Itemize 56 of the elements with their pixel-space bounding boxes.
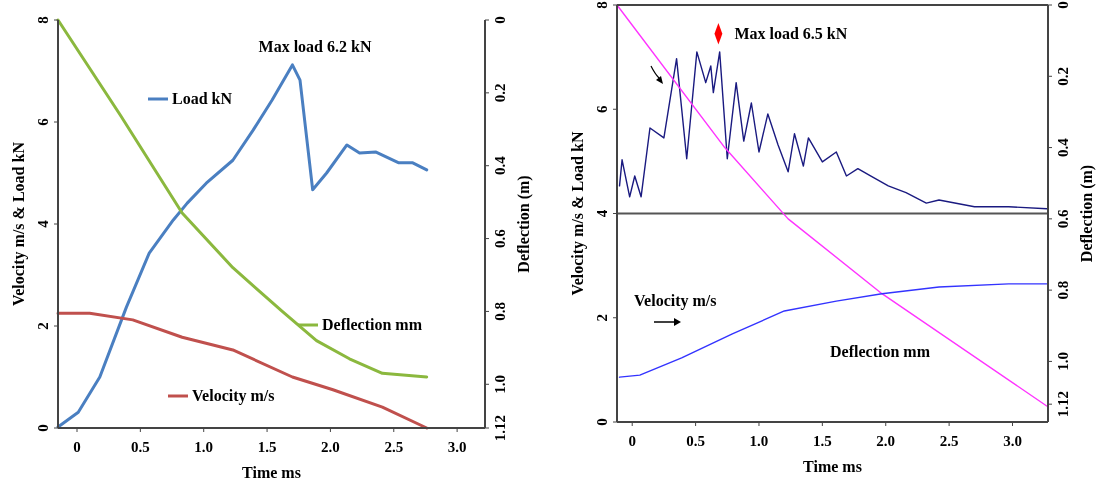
y2-tick-label: 0.4	[1055, 137, 1071, 157]
y2-tick-label: 0.8	[492, 302, 508, 321]
x-tick-label: 2.0	[876, 433, 896, 449]
line-series	[56, 63, 429, 429]
y2-tick-label: 0	[1055, 1, 1071, 9]
line-series	[56, 18, 429, 379]
x-tick-label: 3.0	[447, 439, 467, 455]
y2-tick-label: 1.0	[492, 374, 508, 394]
line-series	[618, 283, 1048, 378]
annotation: Max load 6.2 kN	[258, 38, 372, 55]
y2-tick-label: 0.6	[1055, 208, 1071, 229]
x-axis-title: Time ms	[242, 464, 301, 481]
y2-tick-label: 0.2	[1055, 66, 1071, 86]
x-tick-label: 1.0	[749, 433, 769, 449]
y2-tick-label: 1.12	[1055, 391, 1071, 418]
y-axis-title: Velocity m/s & Load kN	[10, 141, 28, 306]
y-tick-label: 0	[594, 418, 610, 426]
x-tick-label: 1.5	[257, 439, 277, 455]
x-tick-label: 1.0	[194, 439, 214, 455]
y-tick-label: 8	[35, 16, 51, 24]
line-series	[618, 51, 1048, 210]
y-tick-label: 4	[594, 209, 610, 218]
y2-tick-label: 1.0	[1055, 352, 1071, 371]
y2-axis-title: Deflection (m)	[515, 175, 533, 273]
y-tick-label: 6	[35, 117, 51, 126]
y2-tick-label: 0	[492, 16, 508, 24]
y2-tick-label: 0.6	[492, 228, 508, 248]
legend-label: Deflection mm	[322, 316, 423, 333]
x-tick-label: 2.5	[939, 433, 959, 449]
y-tick-label: 8	[594, 1, 610, 9]
x-tick-label: 0.5	[130, 439, 150, 455]
line-series	[56, 311, 429, 430]
y2-tick-label: 0.8	[1055, 280, 1071, 300]
x-tick-label: 2.5	[384, 439, 404, 455]
y-tick-label: 2	[35, 322, 51, 330]
y-tick-label: 6	[594, 105, 610, 113]
x-tick-label: 2.0	[321, 439, 340, 455]
y2-tick-label: 0.2	[492, 83, 508, 103]
x-tick-label: 0	[628, 433, 636, 449]
legend-label: Load kN	[172, 90, 233, 107]
x-tick-label: 1.5	[812, 433, 832, 449]
y-tick-label: 2	[594, 314, 610, 322]
x-tick-label: 3.0	[1003, 433, 1022, 449]
y-tick-label: 4	[35, 219, 51, 228]
x-axis-title: Time ms	[803, 458, 862, 475]
y2-axis-title: Deflection (m)	[1078, 164, 1096, 263]
legend-label: Velocity m/s	[192, 387, 275, 405]
x-tick-label: 0.5	[686, 433, 705, 449]
x-tick-label: 0	[73, 439, 81, 455]
y2-tick-label: 1.12	[492, 414, 508, 442]
y-axis-title: Velocity m/s & Load kN	[569, 131, 587, 296]
annotation: Max load 6.5 kN	[734, 24, 848, 42]
series-label: Velocity m/s	[634, 292, 717, 310]
y2-tick-label: 0.4	[492, 155, 508, 176]
y-tick-label: 0	[35, 424, 51, 432]
series-label: Deflection mm	[830, 343, 931, 360]
